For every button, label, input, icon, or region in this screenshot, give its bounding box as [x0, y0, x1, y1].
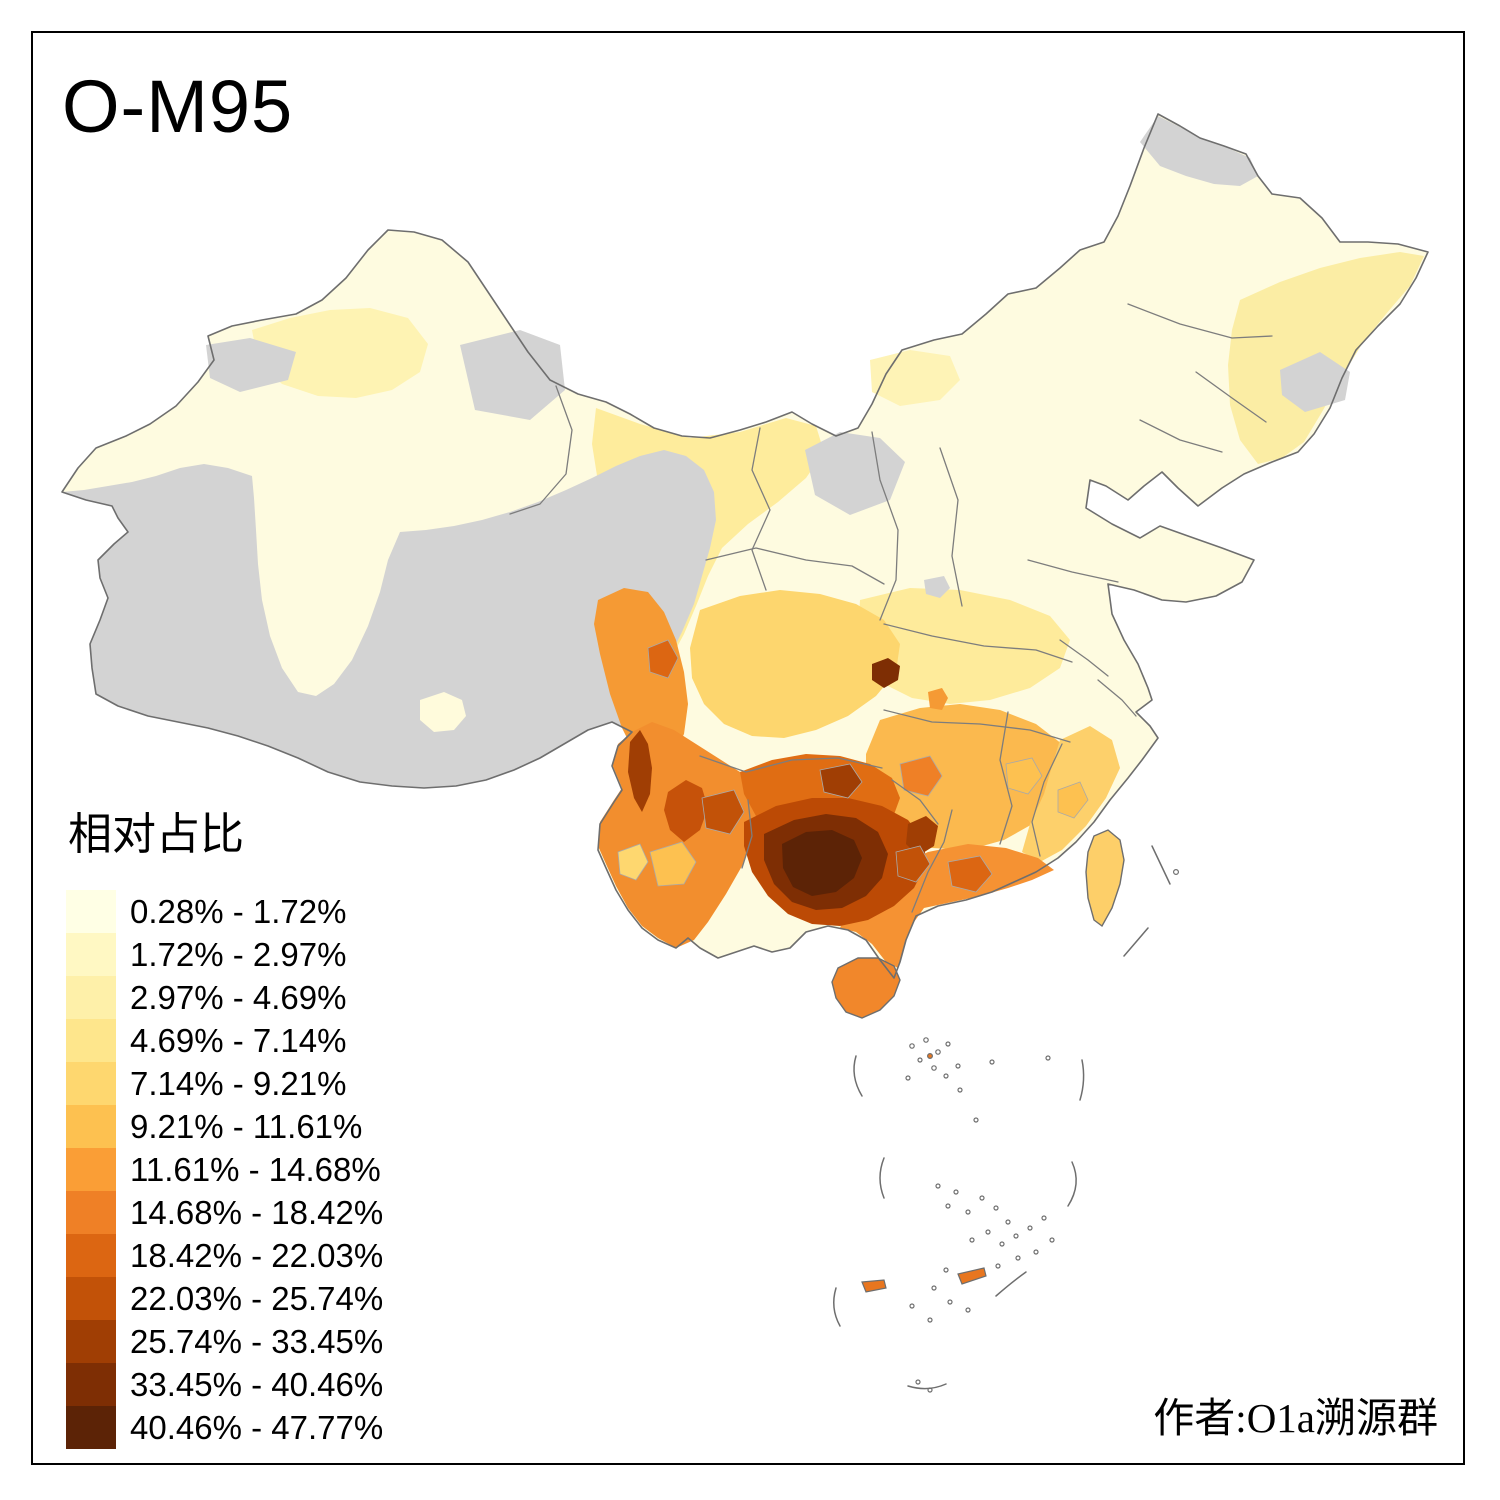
- legend-item: 2.97% - 4.69%: [66, 976, 383, 1019]
- legend-item: 11.61% - 14.68%: [66, 1148, 383, 1191]
- region-hunan-jiangxi: [866, 704, 1072, 850]
- region-guangxi-darkest: [782, 830, 862, 896]
- region-taiwan-island: [1085, 829, 1125, 928]
- credit-text: 作者:O1a溯源群: [1153, 1395, 1438, 1441]
- legend-title: 相对占比: [68, 810, 244, 859]
- legend-item: 1.72% - 2.97%: [66, 933, 383, 976]
- page-title: O-M95: [62, 65, 294, 148]
- legend-item: 9.21% - 11.61%: [66, 1105, 383, 1148]
- south-sea-islet-orange-2: [957, 1267, 987, 1285]
- region-nujiang-spot: [628, 730, 652, 812]
- legend-item: 14.68% - 18.42%: [66, 1191, 383, 1234]
- legend-label: 22.03% - 25.74%: [130, 1280, 384, 1317]
- legend-swatch: [66, 1277, 116, 1320]
- legend-item: 22.03% - 25.74%: [66, 1277, 383, 1320]
- region-bayingol-nodata: [460, 330, 565, 420]
- legend-label: 11.61% - 14.68%: [130, 1151, 381, 1188]
- legend-label: 7.14% - 9.21%: [130, 1065, 347, 1102]
- region-khingan-nodata: [1140, 116, 1258, 186]
- south-sea-islet-orange: [861, 1279, 887, 1293]
- legend-swatch: [66, 1019, 116, 1062]
- region-yanbian-nodata: [1280, 352, 1350, 412]
- legend-label: 0.28% - 1.72%: [130, 893, 347, 930]
- region-chongqing-orange-spot: [928, 688, 948, 710]
- legend-swatch: [66, 933, 116, 976]
- legend-swatch: [66, 890, 116, 933]
- region-tibet-qinghai-nodata: [62, 450, 716, 788]
- region-hubei-henan-band: [858, 588, 1070, 704]
- legend-label: 2.97% - 4.69%: [130, 979, 347, 1016]
- south-china-sea-islands: [861, 868, 1179, 1393]
- legend-label: 18.42% - 22.03%: [130, 1237, 384, 1274]
- china-national-outline: [61, 113, 1429, 979]
- region-hubei-dark-spot: [872, 658, 900, 688]
- legend-label: 4.69% - 7.14%: [130, 1022, 347, 1059]
- legend-swatch: [66, 1191, 116, 1234]
- legend-item: 18.42% - 22.03%: [66, 1234, 383, 1277]
- legend-items: 0.28% - 1.72% 1.72% - 2.97% 2.97% - 4.69% 4…: [66, 890, 383, 1449]
- region-ili-nodata: [206, 338, 296, 392]
- region-west-sichuan-strip: [594, 588, 688, 770]
- legend-item: 25.74% - 33.45%: [66, 1320, 383, 1363]
- legend-swatch: [66, 1105, 116, 1148]
- legend-label: 40.46% - 47.77%: [130, 1409, 384, 1446]
- legend-item: 7.14% - 9.21%: [66, 1062, 383, 1105]
- region-hunan-dark-spot: [906, 816, 938, 856]
- legend: 相对占比 0.28% - 1.72% 1.72% - 2.97% 2.97% - 4…: [66, 798, 383, 1449]
- legend-swatch: [66, 976, 116, 1019]
- legend-label: 14.68% - 18.42%: [130, 1194, 384, 1231]
- region-hainan-island: [831, 957, 901, 1019]
- legend-swatch: [66, 1062, 116, 1105]
- legend-item: 33.45% - 40.46%: [66, 1363, 383, 1406]
- legend-swatch: [66, 1363, 116, 1406]
- legend-item: 40.46% - 47.77%: [66, 1406, 383, 1449]
- no-data-regions: [62, 116, 1350, 788]
- legend-label: 33.45% - 40.46%: [130, 1366, 384, 1403]
- legend-swatch: [66, 1406, 116, 1449]
- region-xinjiang-north-band: [252, 308, 428, 398]
- legend-label: 1.72% - 2.97%: [130, 936, 347, 973]
- legend-swatch: [66, 1148, 116, 1191]
- legend-swatch: [66, 1320, 116, 1363]
- region-sichuan-basin: [690, 590, 900, 738]
- region-shanxi-small-nodata: [924, 576, 950, 598]
- region-liangshan-spot: [664, 780, 708, 842]
- legend-item: 4.69% - 7.14%: [66, 1019, 383, 1062]
- region-ordos-nodata: [805, 432, 905, 515]
- south-china-sea-dashes: [833, 845, 1171, 1390]
- province-borders: [509, 303, 1273, 913]
- region-lhasa-pale-spot: [420, 692, 466, 732]
- prefecture-texture-cells: [617, 639, 1089, 893]
- legend-label: 25.74% - 33.45%: [130, 1323, 384, 1360]
- legend-item: 0.28% - 1.72%: [66, 890, 383, 933]
- legend-swatch: [66, 1234, 116, 1277]
- legend-label: 9.21% - 11.61%: [130, 1108, 363, 1145]
